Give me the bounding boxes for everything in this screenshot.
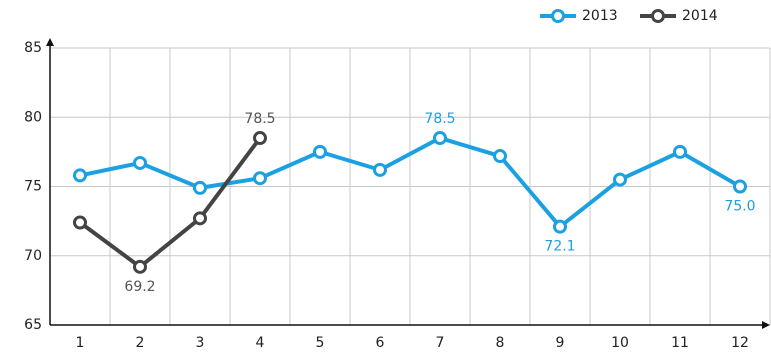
y-tick-label: 85: [24, 40, 42, 56]
data-label: 78.5: [244, 111, 275, 127]
point: [193, 180, 207, 195]
x-tick-label: 9: [556, 335, 565, 351]
y-tick-label: 70: [24, 248, 42, 264]
x-tick-label: 1: [76, 335, 85, 351]
series-line: [79, 136, 741, 229]
x-tick-label: 5: [316, 335, 325, 351]
point: [493, 149, 507, 164]
data-label: 78.5: [424, 111, 455, 127]
data-label: 72.1: [544, 239, 575, 255]
x-tick-label: 2: [136, 335, 145, 351]
legend-label: 2013: [582, 8, 618, 24]
point: [73, 168, 87, 183]
point: [433, 131, 447, 146]
x-tick-label: 10: [611, 335, 629, 351]
point: [73, 215, 87, 230]
y-tick-label: 75: [24, 179, 42, 195]
point: [313, 144, 327, 159]
x-axis-arrow: [762, 321, 770, 329]
series-line: [78, 136, 262, 269]
x-tick-label: 12: [731, 335, 749, 351]
x-tick-label: 4: [256, 335, 265, 351]
y-tick-label: 65: [24, 317, 42, 333]
point: [553, 219, 567, 234]
point: [253, 171, 267, 186]
x-tick-label: 8: [496, 335, 505, 351]
y-tick-label: 80: [24, 109, 42, 125]
point: [253, 131, 267, 146]
point: [613, 172, 627, 187]
legend-marker: [651, 9, 665, 23]
point: [673, 144, 687, 159]
x-tick-label: 11: [671, 335, 689, 351]
y-axis-arrow: [46, 38, 54, 46]
x-tick-label: 3: [196, 335, 205, 351]
x-tick-label: 7: [436, 335, 445, 351]
data-label: 69.2: [124, 279, 155, 295]
point: [133, 259, 147, 274]
legend-label: 2014: [682, 8, 718, 24]
point: [193, 211, 207, 226]
point: [133, 155, 147, 170]
point: [733, 179, 747, 194]
legend-marker: [551, 9, 565, 23]
data-label: 75.0: [724, 199, 755, 215]
x-tick-label: 6: [376, 335, 385, 351]
point: [373, 162, 387, 177]
